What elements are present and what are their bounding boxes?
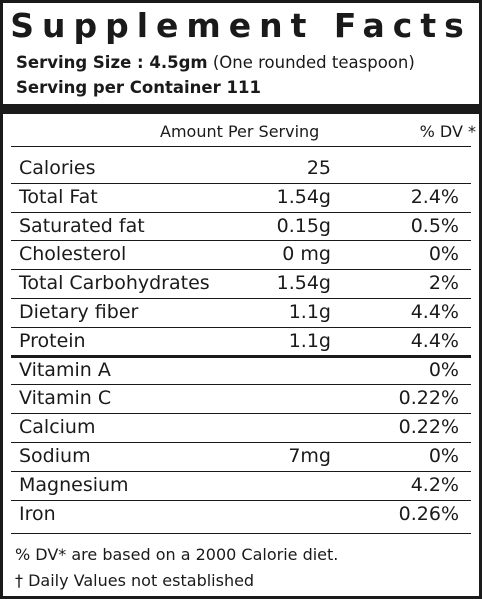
nutrient-row: Total Carbohydrates 1.54g 2% [19,269,459,297]
row-divider [11,442,471,443]
nutrient-row: Magnesium 4.2% [19,471,459,499]
label-title: Supplement Facts [10,6,472,45]
footer-divider [11,533,471,534]
nutrient-amount: 1.54g [276,272,331,295]
row-divider [11,413,471,414]
nutrient-amount: 25 [306,157,331,179]
thick-divider [3,104,479,114]
nutrient-name: Dietary fiber [19,301,139,323]
nutrient-dv: 0.5% [410,214,459,237]
nutrient-row: Dietary fiber 1.1g 4.4% [19,298,459,326]
dv-header: % DV * [419,122,476,141]
nutrient-name: Protein [19,329,86,352]
nutrient-name: Cholesterol [19,243,127,266]
nutrient-name: Total Fat [19,185,98,208]
section-divider [11,355,471,358]
nutrient-dv: 4.4% [410,329,459,352]
nutrient-name: Calories [19,157,96,179]
row-divider [11,500,471,501]
nutrient-row: Iron 0.26% [19,500,459,528]
nutrient-amount: 1.1g [288,329,331,352]
nutrient-dv: 0.22% [398,416,459,439]
nutrient-row: Vitamin C 0.22% [19,384,459,412]
nutrient-name: Vitamin C [19,387,112,410]
row-divider [11,183,471,184]
serving-size-label: Serving Size : 4.5gm [16,53,208,72]
nutrient-row: Cholesterol 0 mg 0% [19,240,459,268]
nutrient-row: Sodium 7mg 0% [19,442,459,470]
serving-size-note: (One rounded teaspoon) [212,53,415,72]
nutrient-dv: 4.4% [410,301,459,323]
nutrient-row: Protein 1.1g 4.4% [19,327,459,355]
nutrient-row: Calories 25 [19,154,459,182]
row-divider [11,298,471,299]
row-divider [11,240,471,241]
amount-per-serving-header: Amount Per Serving [160,122,320,141]
nutrient-dv: 0.22% [398,387,459,410]
footnote-not-established: † Daily Values not established [15,571,255,590]
nutrient-dv: 0% [428,358,459,381]
nutrient-dv: 0% [428,243,459,266]
nutrient-name: Saturated fat [19,214,145,237]
nutrient-name: Vitamin A [19,358,111,381]
row-divider [11,269,471,270]
nutrient-dv: 0% [428,445,459,467]
nutrient-dv: 4.2% [410,473,459,496]
row-divider [11,212,471,213]
nutrient-name: Total Carbohydrates [19,272,210,295]
row-divider [11,384,471,385]
servings-per-container: Serving per Container 111 [16,78,261,97]
nutrient-dv: 2.4% [410,185,459,208]
nutrient-dv: 2% [428,272,459,295]
nutrient-amount: 1.1g [288,301,331,323]
row-divider [11,471,471,472]
nutrient-amount: 0 mg [282,243,331,266]
nutrient-name: Calcium [19,416,96,439]
nutrient-name: Sodium [19,445,91,467]
nutrient-dv: 0.26% [398,502,459,525]
nutrient-name: Iron [19,502,56,525]
nutrient-amount: 0.15g [276,214,331,237]
footnote-dv: % DV* are based on a 2000 Calorie diet. [15,545,339,564]
header-divider [11,146,471,147]
nutrient-row: Vitamin A 0% [19,356,459,384]
nutrient-row: Total Fat 1.54g 2.4% [19,183,459,211]
nutrient-row: Calcium 0.22% [19,413,459,441]
row-divider [11,327,471,328]
nutrient-name: Magnesium [19,473,129,496]
nutrient-amount: 7mg [288,445,331,467]
nutrient-amount: 1.54g [276,185,331,208]
nutrient-row: Saturated fat 0.15g 0.5% [19,212,459,240]
serving-size: Serving Size : 4.5gm (One rounded teaspo… [16,51,415,75]
